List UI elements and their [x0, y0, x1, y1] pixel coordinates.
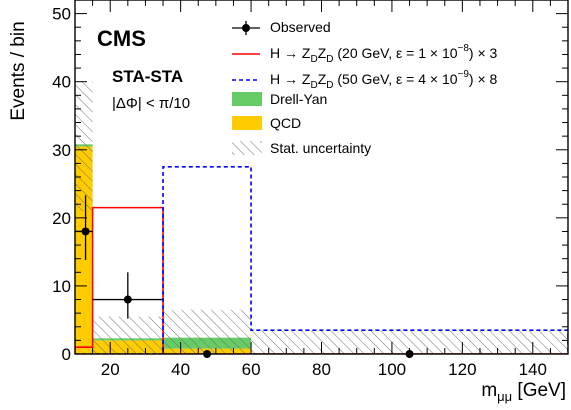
legend-label-dy: Drell-Yan: [270, 91, 327, 107]
selection-label: STA-STA: [112, 67, 183, 86]
signal-20gev-line: [75, 206, 568, 354]
observed-point-0: [81, 227, 90, 236]
y-tick-label: 20: [52, 209, 71, 228]
legend-label-sig20: H → ZDZD (20 GeV, ε = 1 × 10−8) × 3: [270, 43, 498, 65]
x-axis-label: mμμ [GeV]: [481, 380, 566, 404]
x-tick-label: 140: [519, 360, 547, 379]
x-tick-label: 20: [101, 360, 120, 379]
legend-label-qcd: QCD: [270, 115, 301, 131]
observed-point-1: [123, 295, 132, 304]
x-tick-label: 100: [378, 360, 406, 379]
y-tick-label: 0: [62, 345, 71, 364]
stat-uncertainty-band-2: [163, 309, 252, 354]
x-tick-label: 120: [448, 360, 476, 379]
stat-uncertainty-band-1: [92, 316, 164, 354]
experiment-label: CMS: [97, 26, 146, 51]
legend-qcd-swatch: [232, 116, 262, 130]
x-tick-label: 80: [312, 360, 331, 379]
legend-label-stat: Stat. uncertainty: [270, 140, 371, 156]
legend-stat-swatch: [232, 141, 262, 155]
y-tick-label: 10: [52, 277, 71, 296]
legend-label-sig50: H → ZDZD (50 GeV, ε = 4 × 10−9) × 8: [270, 69, 498, 91]
legend-drell-yan-swatch: [232, 92, 262, 106]
stat-uncertainty-band-0: [75, 81, 93, 212]
y-tick-label: 50: [52, 5, 71, 24]
y-axis-label: Events / bin: [8, 21, 29, 120]
y-tick-label: 40: [52, 73, 71, 92]
legend-label-observed: Observed: [270, 19, 331, 35]
x-tick-label: 60: [242, 360, 261, 379]
x-tick-label: 40: [171, 360, 190, 379]
stat-uncertainty-band-3: [251, 330, 568, 354]
legend-observed-marker: [242, 24, 250, 32]
legend: Observed H → ZDZD (20 GeV, ε = 1 × 10−8) …: [232, 19, 498, 156]
y-tick-label: 30: [52, 141, 71, 160]
cut-label: |ΔΦ| < π/10: [112, 95, 190, 112]
